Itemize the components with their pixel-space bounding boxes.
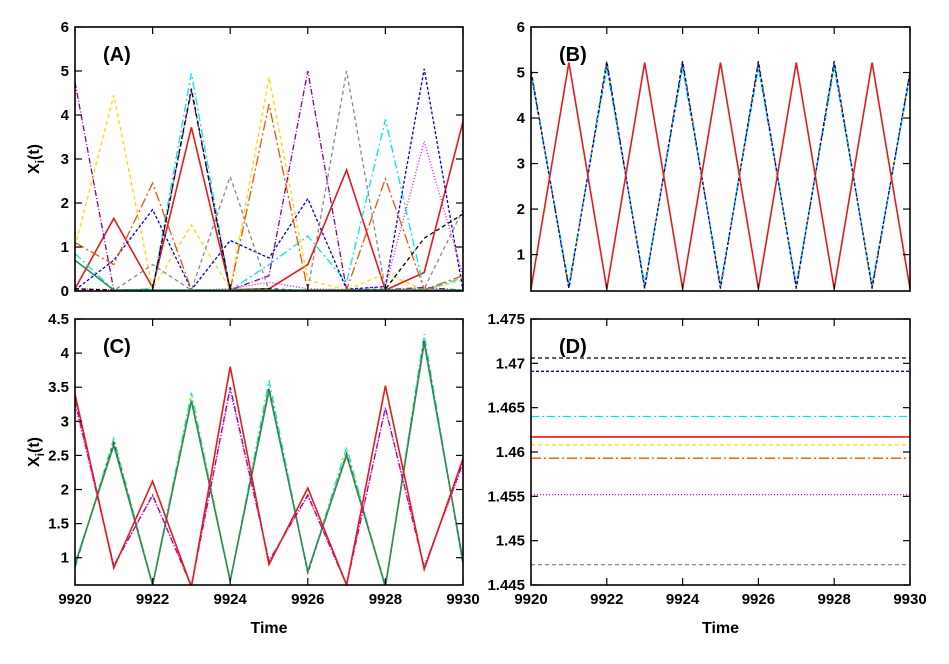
- plot-frame: [74, 318, 464, 586]
- panel-4: 1.445 1.45 1.455 1.46 1.465 1.47 1.475 9920 9922…: [487, 311, 926, 637]
- y-tick-label: 3: [61, 151, 69, 168]
- x-tick-label: 9926: [291, 591, 324, 608]
- y-tick-label: 1: [61, 550, 69, 567]
- y-tick-label: 1.475: [487, 311, 525, 328]
- panel-label: (C): [103, 336, 131, 358]
- series-line-red: [75, 366, 463, 585]
- x-tick-label: 9924: [214, 591, 248, 608]
- panel-2: 1 2 3 4 5 6 (B): [517, 19, 911, 292]
- y-tick-label: 5: [517, 65, 525, 82]
- series-line-green: [75, 259, 463, 291]
- series-line-orange: [75, 103, 463, 291]
- panel-label: (D): [559, 336, 587, 358]
- x-tick-label: 9930: [893, 591, 926, 608]
- series-line-cyan: [75, 73, 463, 291]
- y-tick-label: 5: [61, 63, 69, 80]
- y-tick-label: 2: [517, 201, 525, 218]
- series-group: [75, 68, 463, 291]
- y-tick-label: 1.45: [496, 533, 525, 550]
- x-tick-label: 9922: [590, 591, 623, 608]
- x-tick-label: 9920: [58, 591, 91, 608]
- series-group: [531, 60, 910, 289]
- series-line-blue: [531, 63, 910, 288]
- plot-frame: [530, 26, 911, 292]
- y-tick-label: 1.47: [496, 355, 525, 372]
- x-tick-label: 9928: [818, 591, 851, 608]
- series-line-purple: [75, 70, 463, 291]
- y-tick-label: 1: [61, 239, 69, 256]
- x-tick-label: 9922: [136, 591, 169, 608]
- y-axis-label: Xi(t): [26, 144, 47, 174]
- series-line-blue: [75, 68, 463, 291]
- y-tick-label: 6: [517, 19, 525, 36]
- plot-frame: [530, 318, 911, 586]
- y-tick-label: 1.445: [487, 577, 525, 594]
- x-axis-label: Time: [250, 620, 287, 637]
- panel-label: (A): [103, 44, 131, 66]
- y-tick-label: 3.5: [48, 379, 69, 396]
- series-group: [531, 357, 910, 566]
- panel-label: (B): [559, 44, 587, 66]
- x-axis-label: Time: [702, 620, 739, 637]
- y-tick-label: 1: [517, 247, 525, 264]
- x-tick-label: 9930: [446, 591, 479, 608]
- y-axis-label: Xi(t): [26, 437, 47, 467]
- y-tick-label: 4.5: [48, 311, 69, 328]
- series-line-magenta: [75, 138, 463, 291]
- y-tick-label: 1.455: [487, 488, 525, 505]
- y-tick-label: 3: [517, 156, 525, 173]
- panel-1: 0 1 2 3 4 5 6 (A) Xi(t): [26, 19, 464, 300]
- series-group: [75, 333, 463, 585]
- y-tick-label: 3: [61, 413, 69, 430]
- panel-3: 1 1.5 2 2.5 3 3.5 4 4.5 9920 9922 9924 9926 9928 9930…: [26, 311, 480, 637]
- x-tick-label: 9928: [369, 591, 402, 608]
- series-line-red: [531, 62, 910, 289]
- y-tick-label: 2.5: [48, 447, 69, 464]
- y-tick-label: 1.465: [487, 400, 525, 417]
- series-line-yellow: [75, 77, 463, 291]
- x-tick-label: 9926: [742, 591, 775, 608]
- y-tick-label: 4: [61, 107, 70, 124]
- y-tick-label: 4: [61, 345, 70, 362]
- series-line-green: [75, 342, 463, 585]
- x-tick-label: 9920: [514, 591, 547, 608]
- y-tick-label: 0: [61, 283, 69, 300]
- y-tick-label: 6: [61, 19, 69, 36]
- y-tick-label: 1.46: [496, 444, 525, 461]
- y-tick-label: 2: [61, 482, 69, 499]
- x-tick-label: 9924: [666, 591, 700, 608]
- y-tick-label: 1.5: [48, 516, 69, 533]
- y-tick-label: 4: [517, 110, 526, 127]
- y-tick-label: 2: [61, 195, 69, 212]
